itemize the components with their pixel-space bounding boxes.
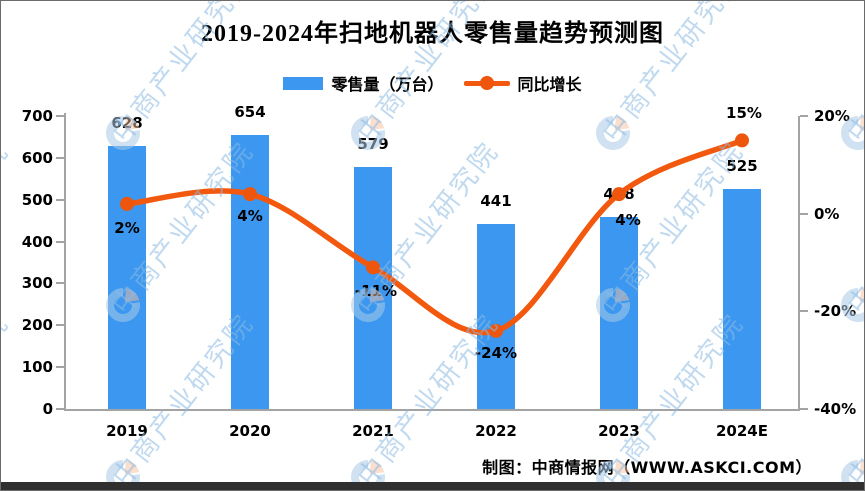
x-axis-label: 2019 <box>106 422 148 440</box>
growth-value-label: 2% <box>114 218 140 237</box>
bar-value-label: 628 <box>111 114 143 133</box>
growth-value-label: -24% <box>474 343 518 362</box>
bar-value-label: 525 <box>726 157 758 176</box>
left-axis-tick <box>56 282 64 285</box>
left-axis-tick-label: 600 <box>21 148 53 167</box>
legend-item-growth: 同比增长 <box>463 71 582 95</box>
left-axis-tick-label: 700 <box>21 107 53 125</box>
bar <box>477 224 515 409</box>
x-axis-label: 2022 <box>475 422 517 440</box>
bar-value-label: 654 <box>234 103 266 122</box>
right-axis-tick-label: -40% <box>814 400 857 418</box>
left-axis-tick <box>56 198 64 201</box>
bar-swatch-icon <box>283 76 324 90</box>
right-axis-tick-label: 20% <box>814 107 850 125</box>
bar <box>600 217 638 409</box>
legend-label-growth: 同比增长 <box>517 75 582 94</box>
right-axis-tick <box>800 408 808 410</box>
bar <box>723 189 761 409</box>
right-axis-line <box>798 116 800 409</box>
left-axis-tick-label: 300 <box>21 274 53 293</box>
growth-value-label: -11% <box>354 282 398 301</box>
bar-value-label: 441 <box>480 192 512 211</box>
x-axis-line <box>64 409 800 411</box>
footer-credit: 制图：中商情报网（WWW.ASKCI.COM） <box>482 458 812 477</box>
x-axis-label: 2020 <box>229 422 271 440</box>
bar <box>108 146 146 409</box>
left-axis-tick-label: 200 <box>21 316 53 335</box>
left-axis-tick <box>56 366 64 369</box>
line-swatch-icon <box>463 76 510 90</box>
left-axis-tick-label: 500 <box>21 190 53 209</box>
growth-value-label: 4% <box>237 207 263 226</box>
legend-label-retail: 零售量（万台） <box>331 75 444 94</box>
right-axis-tick <box>800 310 808 313</box>
legend: 零售量（万台） 同比增长 <box>1 71 864 95</box>
x-axis-label: 2024E <box>716 422 768 440</box>
bar-value-label: 458 <box>603 185 635 204</box>
bottom-bar <box>1 482 864 490</box>
bar <box>231 135 269 409</box>
right-axis-tick-label: -20% <box>814 302 857 321</box>
left-axis-tick <box>56 240 64 243</box>
growth-value-label: 4% <box>615 211 641 230</box>
bar-value-label: 579 <box>357 134 389 153</box>
left-axis-tick <box>56 324 64 327</box>
left-axis-tick-label: 100 <box>21 358 53 377</box>
left-axis-tick <box>56 115 64 117</box>
x-axis-label: 2021 <box>352 422 394 440</box>
left-axis-tick <box>56 156 64 159</box>
page-title: 2019-2024年扫地机器人零售量趋势预测图 <box>201 21 664 47</box>
growth-value-label: 15% <box>726 104 762 123</box>
x-axis-label: 2023 <box>598 422 640 440</box>
right-axis-tick <box>800 212 808 215</box>
legend-item-retail: 零售量（万台） <box>283 71 444 95</box>
right-axis-tick-label: 0% <box>814 204 840 223</box>
left-axis-tick-label: 400 <box>21 232 53 251</box>
left-axis-tick-label: 0 <box>42 400 53 418</box>
left-axis-line <box>64 113 66 409</box>
right-axis-tick <box>800 115 808 117</box>
left-axis-tick <box>56 408 64 410</box>
